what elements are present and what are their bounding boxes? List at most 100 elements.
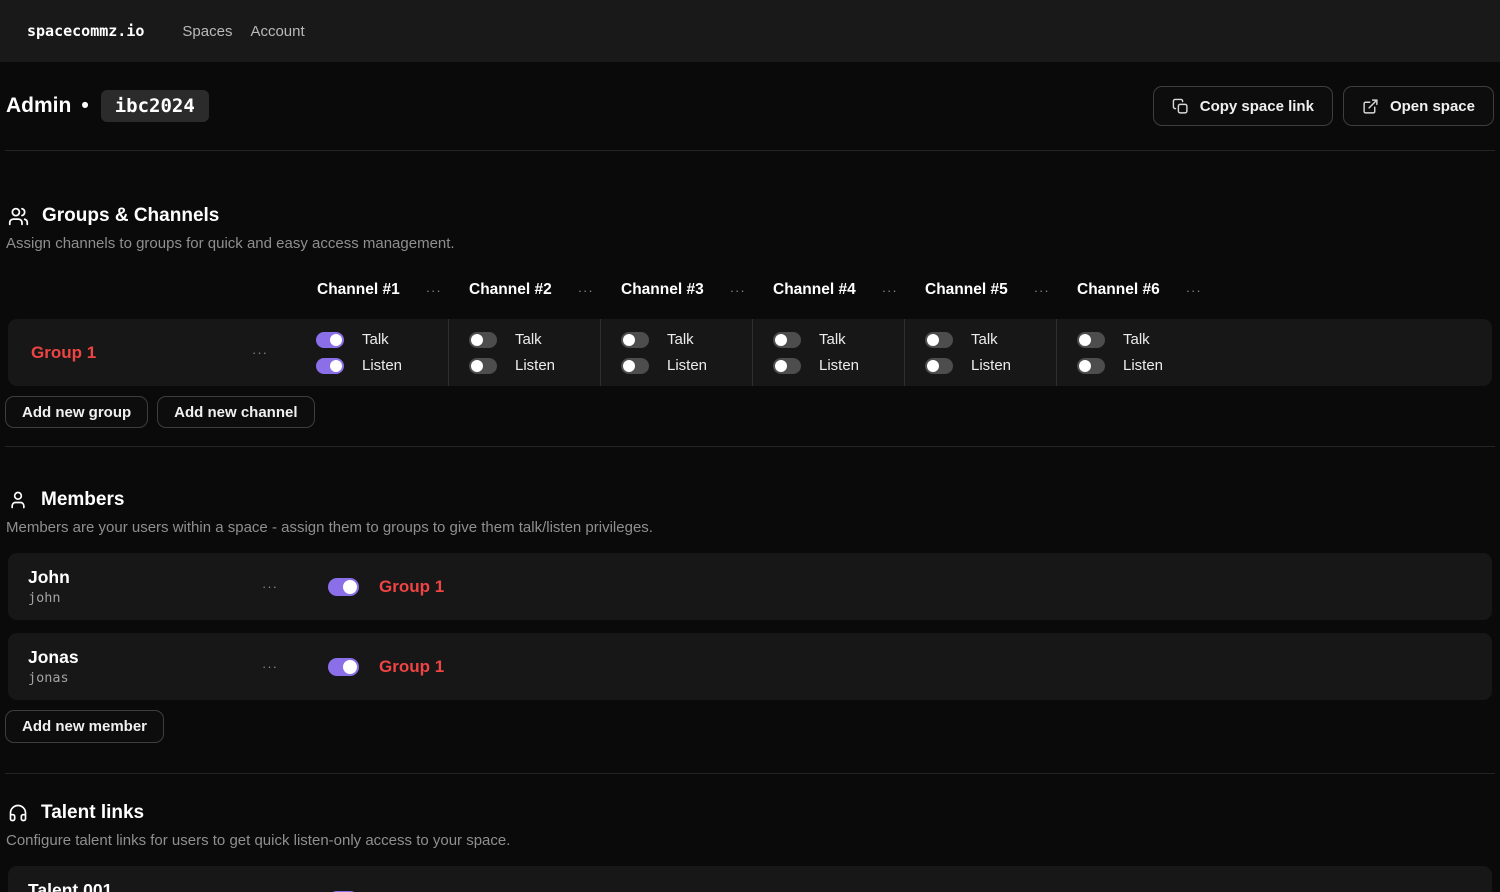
- channel-name: Channel #2: [469, 281, 552, 298]
- member-name: John: [28, 567, 70, 587]
- member-group-label[interactable]: Group 1: [379, 656, 445, 676]
- talk-permission: Talk: [316, 331, 448, 348]
- talent-section-title: Talent links: [41, 802, 145, 823]
- group-menu-button[interactable]: ···: [248, 344, 272, 361]
- listen-label: Listen: [515, 357, 556, 374]
- groups-section-header: Groups & Channels: [8, 205, 1500, 227]
- user-icon: [8, 490, 28, 510]
- channel-header-row: Channel #1 ··· Channel #2 ··· Channel #3…: [8, 277, 1492, 303]
- channel-header-spacer: [8, 277, 296, 303]
- listen-toggle[interactable]: [1077, 357, 1105, 374]
- group-name[interactable]: Group 1: [31, 342, 97, 362]
- open-space-label: Open space: [1389, 97, 1475, 115]
- talk-permission: Talk: [1077, 331, 1208, 348]
- talk-toggle[interactable]: [1077, 331, 1105, 348]
- copy-space-link-label: Copy space link: [1199, 97, 1314, 115]
- groups-channels-section: Groups & Channels Assign channels to gro…: [0, 205, 1500, 428]
- section-divider: [5, 150, 1495, 151]
- listen-permission: Listen: [773, 357, 904, 374]
- listen-permission: Listen: [1077, 357, 1208, 374]
- members-section: Members Members are your users within a …: [0, 489, 1500, 743]
- talk-label: Talk: [971, 331, 998, 348]
- listen-toggle[interactable]: [925, 357, 953, 374]
- nav-links: Spaces Account: [182, 23, 304, 40]
- member-menu-button[interactable]: ···: [258, 658, 282, 675]
- channel-permission-cell: Talk Listen: [904, 319, 1056, 386]
- channel-permission-cell: Talk Listen: [600, 319, 752, 386]
- space-code-badge: ibc2024: [100, 90, 209, 122]
- member-username: john: [28, 590, 61, 606]
- channel-menu-button[interactable]: ···: [1182, 282, 1206, 299]
- member-info: Jonas jonas: [8, 647, 258, 686]
- talent-section-header: Talent links: [8, 802, 1500, 824]
- talk-toggle[interactable]: [925, 331, 953, 348]
- channel-permission-cell: Talk Listen: [1056, 319, 1208, 386]
- listen-toggle[interactable]: [469, 357, 497, 374]
- listen-toggle[interactable]: [773, 357, 801, 374]
- talent-section-subtitle: Configure talent links for users to get …: [6, 832, 511, 849]
- member-group-label[interactable]: Group 1: [379, 576, 445, 596]
- add-new-group-button[interactable]: Add new group: [5, 396, 149, 428]
- channel-name: Channel #6: [1077, 281, 1160, 298]
- listen-toggle[interactable]: [621, 357, 649, 374]
- listen-toggle[interactable]: [316, 357, 344, 374]
- members-section-title: Members: [41, 489, 125, 510]
- channel-header: Channel #5 ···: [904, 277, 1056, 303]
- channel-header: Channel #1 ···: [296, 277, 448, 303]
- listen-label: Listen: [362, 357, 403, 374]
- page-title: Admin: [6, 94, 72, 117]
- talk-label: Talk: [515, 331, 542, 348]
- talk-toggle[interactable]: [469, 331, 497, 348]
- section-divider: [5, 446, 1495, 447]
- brand-logo[interactable]: spacecommz.io: [27, 22, 145, 40]
- channel-menu-button[interactable]: ···: [574, 282, 598, 299]
- admin-header: Admin • ibc2024 Copy space link Open spa…: [0, 62, 1500, 150]
- groups-actions: Add new group Add new channel: [5, 396, 1500, 428]
- channel-permission-cell: Talk Listen: [296, 319, 448, 386]
- member-menu-button[interactable]: ···: [258, 578, 282, 595]
- talk-label: Talk: [362, 331, 389, 348]
- listen-permission: Listen: [316, 357, 448, 374]
- groups-section-subtitle: Assign channels to groups for quick and …: [6, 235, 455, 252]
- copy-space-link-button[interactable]: Copy space link: [1152, 86, 1333, 126]
- channel-menu-button[interactable]: ···: [878, 282, 902, 299]
- members-section-header: Members: [8, 489, 1500, 511]
- member-row: John john ··· Group 1: [8, 553, 1492, 620]
- talk-label: Talk: [1123, 331, 1150, 348]
- listen-label: Listen: [971, 357, 1012, 374]
- member-row: Jonas jonas ··· Group 1: [8, 633, 1492, 700]
- members-actions: Add new member: [5, 710, 1500, 743]
- talent-group-toggle[interactable]: [328, 890, 359, 892]
- listen-permission: Listen: [621, 357, 752, 374]
- nav-item-account[interactable]: Account: [250, 22, 305, 40]
- channel-name: Channel #4: [773, 281, 856, 298]
- open-space-button[interactable]: Open space: [1342, 86, 1494, 126]
- listen-label: Listen: [1123, 357, 1164, 374]
- talk-toggle[interactable]: [773, 331, 801, 348]
- groups-section-title: Groups & Channels: [42, 205, 220, 226]
- member-group-toggle[interactable]: [328, 657, 359, 676]
- talent-name: Talent 001: [28, 880, 113, 892]
- nav-item-spaces[interactable]: Spaces: [182, 22, 233, 40]
- members-section-subtitle: Members are your users within a space - …: [6, 519, 653, 536]
- channel-menu-button[interactable]: ···: [1030, 282, 1054, 299]
- channel-name: Channel #3: [621, 281, 704, 298]
- channel-menu-button[interactable]: ···: [726, 282, 750, 299]
- channel-permission-cell: Talk Listen: [448, 319, 600, 386]
- talk-permission: Talk: [621, 331, 752, 348]
- channel-menu-button[interactable]: ···: [422, 282, 446, 299]
- channel-header: Channel #4 ···: [752, 277, 904, 303]
- talk-toggle[interactable]: [621, 331, 649, 348]
- channel-header: Channel #2 ···: [448, 277, 600, 303]
- member-group-toggle[interactable]: [328, 577, 359, 596]
- listen-label: Listen: [819, 357, 860, 374]
- channel-header-end-spacer: [1208, 277, 1492, 303]
- talent-info: Talent 001 010431: [8, 880, 258, 892]
- listen-label: Listen: [667, 357, 708, 374]
- talk-permission: Talk: [925, 331, 1056, 348]
- talent-group-label[interactable]: Group 1: [379, 890, 444, 892]
- add-new-channel-button[interactable]: Add new channel: [157, 396, 315, 428]
- talk-toggle[interactable]: [316, 331, 344, 348]
- add-new-member-button[interactable]: Add new member: [5, 710, 165, 743]
- title-separator-dot: •: [81, 94, 89, 117]
